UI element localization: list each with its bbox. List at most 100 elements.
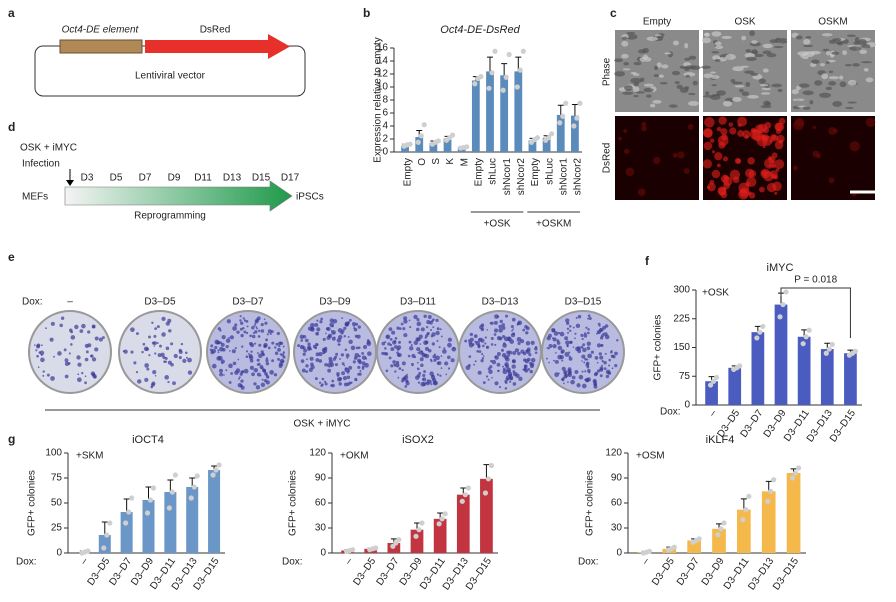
colony xyxy=(607,371,610,374)
colony xyxy=(583,332,587,335)
colony xyxy=(346,371,350,374)
data-point xyxy=(172,472,178,478)
colony xyxy=(590,350,595,354)
red-signal xyxy=(637,188,646,196)
colony xyxy=(256,327,258,330)
cell xyxy=(653,65,659,71)
cell xyxy=(825,50,831,56)
colony xyxy=(565,340,570,345)
colony xyxy=(442,349,447,354)
colony xyxy=(517,321,521,325)
cell xyxy=(701,37,711,44)
colony xyxy=(584,370,587,373)
red-signal xyxy=(737,116,748,127)
colony xyxy=(347,336,350,338)
x-tick-label: D3–D7 xyxy=(739,408,766,440)
cell xyxy=(762,68,769,73)
data-point xyxy=(757,329,763,335)
colony xyxy=(548,361,550,364)
colony xyxy=(496,315,500,318)
inset-label: +SKM xyxy=(76,451,104,462)
colony xyxy=(556,341,561,345)
data-point xyxy=(560,113,566,119)
colony xyxy=(135,371,139,374)
data-point xyxy=(852,348,859,354)
inset-label: +OKM xyxy=(340,451,369,462)
colony xyxy=(528,353,532,357)
colony xyxy=(279,341,282,344)
data-point xyxy=(506,51,512,58)
condition-label: D3–D13 xyxy=(482,297,519,308)
red-signal xyxy=(721,133,728,141)
colony xyxy=(275,342,279,346)
data-point xyxy=(783,289,789,295)
red-signal xyxy=(828,177,835,184)
y-tick-label: 0 xyxy=(56,548,62,559)
colony xyxy=(229,335,234,340)
colony xyxy=(415,327,420,332)
data-point xyxy=(349,547,356,553)
colony xyxy=(353,356,358,360)
red-signal xyxy=(703,141,713,151)
cell xyxy=(626,31,636,35)
colony xyxy=(430,383,433,386)
colony xyxy=(391,330,396,335)
y-tick-label: 60 xyxy=(315,498,327,509)
colony xyxy=(429,328,433,332)
data-point xyxy=(721,520,727,526)
colony xyxy=(394,370,397,373)
y-tick-label: 300 xyxy=(673,285,690,296)
colony xyxy=(264,321,268,325)
colony xyxy=(477,370,482,375)
colony xyxy=(604,324,609,328)
colony xyxy=(300,359,305,363)
data-point xyxy=(147,497,154,503)
colony xyxy=(419,343,422,345)
colony xyxy=(265,338,268,342)
colony xyxy=(34,344,36,346)
colony xyxy=(493,333,497,336)
colony xyxy=(473,334,478,339)
cell xyxy=(753,53,764,58)
colony xyxy=(315,331,320,336)
colony xyxy=(614,351,618,356)
data-point xyxy=(150,485,157,491)
cell xyxy=(745,56,757,61)
cell xyxy=(859,49,868,55)
colony xyxy=(418,371,422,375)
colony xyxy=(587,353,593,359)
colony xyxy=(320,317,323,321)
colony xyxy=(357,346,361,350)
colony xyxy=(219,372,223,377)
cell xyxy=(820,63,825,67)
red-signal xyxy=(718,141,726,149)
colony xyxy=(611,367,614,370)
y-tick-label: 60 xyxy=(611,498,623,509)
colony xyxy=(240,333,244,338)
colony xyxy=(348,381,352,385)
red-signal xyxy=(729,127,737,135)
colony xyxy=(514,348,520,353)
colony xyxy=(256,363,260,366)
colony xyxy=(416,317,420,322)
colony xyxy=(567,369,572,374)
colony xyxy=(487,378,490,381)
colony xyxy=(248,341,253,346)
colony xyxy=(256,358,260,362)
data-point xyxy=(129,495,135,501)
colony xyxy=(580,333,584,337)
day-label: D13 xyxy=(223,173,242,184)
colony xyxy=(187,357,192,363)
colony xyxy=(494,381,499,386)
days: D3 D5 D7 D9 D11 D13 D15 D17 xyxy=(81,173,300,184)
panel-label: c xyxy=(610,6,617,20)
colony xyxy=(471,343,475,346)
colony xyxy=(300,345,303,347)
colony xyxy=(230,372,233,375)
colony xyxy=(331,336,336,341)
red-signal xyxy=(687,123,694,130)
data-point xyxy=(449,132,456,138)
colony xyxy=(431,342,436,346)
row-label: DsRed xyxy=(602,143,613,174)
element-label: Oct4-DE element xyxy=(62,25,140,36)
